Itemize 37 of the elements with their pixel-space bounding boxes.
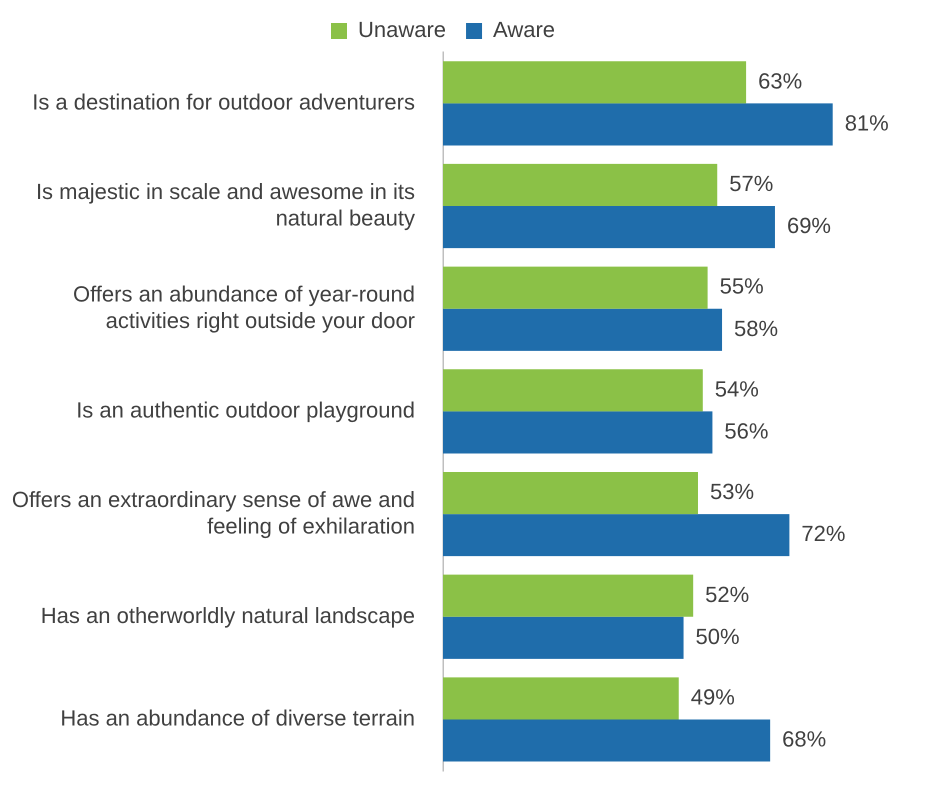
- bar: [443, 616, 684, 659]
- data-label: 69%: [786, 213, 832, 238]
- bar: [443, 369, 703, 412]
- data-label: 54%: [714, 376, 759, 402]
- data-label: 49%: [690, 684, 735, 710]
- bar: [443, 61, 746, 104]
- legend-label: Unaware: [358, 17, 446, 42]
- bar: [443, 514, 790, 556]
- bar: [443, 472, 698, 514]
- bar: [443, 719, 770, 762]
- y-tick-label: Has an abundance of diverse terrain: [60, 706, 415, 731]
- legend-label: Aware: [493, 17, 556, 42]
- y-tick-label: Is a destination for outdoor adventurers: [32, 89, 415, 114]
- data-label: 53%: [710, 479, 754, 504]
- y-tick-label: Is majestic in scale and awesome in its natural beauty: [36, 178, 415, 230]
- bar: [443, 103, 833, 146]
- bar: [443, 308, 722, 351]
- data-label: 57%: [729, 171, 774, 196]
- data-label: 52%: [705, 582, 750, 607]
- bar: [443, 206, 775, 248]
- bar: [443, 266, 708, 309]
- y-tick-label: Has an otherworldly natural landscape: [40, 602, 415, 628]
- bar: [443, 411, 712, 454]
- bar: [443, 574, 694, 617]
- data-label: 68%: [782, 726, 826, 752]
- y-tick-label: Offers an extraordinary sense of awe and feeling of exhilaration: [12, 486, 415, 538]
- data-label: 56%: [724, 418, 768, 444]
- y-tick-label: Is an authentic outdoor playground: [76, 397, 415, 422]
- y-tick-label: Offers an abundance of year-round activities right outside your door: [72, 282, 415, 333]
- bar: [443, 677, 679, 720]
- data-label: 63%: [758, 68, 802, 94]
- data-label: 58%: [734, 316, 778, 341]
- bar: [443, 164, 718, 206]
- data-label: 50%: [696, 624, 740, 649]
- data-label: 55%: [720, 274, 764, 299]
- data-label: 81%: [844, 110, 889, 136]
- data-label: 72%: [801, 521, 846, 546]
